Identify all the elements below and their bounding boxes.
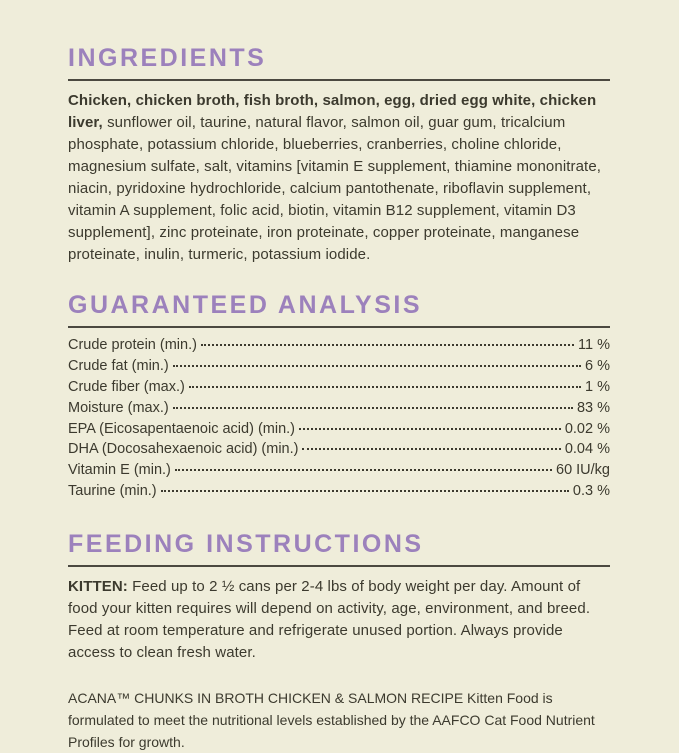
pet-food-label-panel: INGREDIENTS Chicken, chicken broth, fish…: [68, 44, 610, 751]
analysis-row-label: Crude protein (min.): [68, 337, 197, 353]
dot-leader: [200, 344, 575, 346]
dot-leader: [174, 469, 552, 472]
feeding-instructions-divider: [68, 565, 610, 568]
analysis-row-value: 1 %: [585, 378, 610, 395]
dot-leader: [160, 490, 569, 493]
analysis-row: Vitamin E (min.) 60 IU/kg: [68, 460, 610, 481]
dot-leader: [188, 385, 581, 388]
analysis-row-value: 0.04 %: [564, 441, 610, 458]
guaranteed-analysis-heading: GUARANTEED ANALYSIS: [68, 291, 423, 319]
analysis-row-value: 83 %: [576, 399, 610, 416]
ingredients-section: INGREDIENTS Chicken, chicken broth, fish…: [68, 44, 610, 266]
analysis-row: Crude protein (min.) 11 %: [68, 335, 610, 356]
feeding-instructions-text: KITTEN: Feed up to 2 ½ cans per 2-4 lbs …: [68, 576, 610, 664]
analysis-row-label: Moisture (max.): [68, 399, 169, 416]
analysis-row: Crude fiber (max.) 1 %: [68, 377, 610, 398]
analysis-row-value: 0.02 %: [564, 420, 610, 437]
analysis-row: DHA (Docosahexaenoic acid) (min.) 0.04 %: [68, 439, 610, 460]
analysis-row-label: Taurine (min.): [68, 483, 157, 500]
analysis-row-label: Crude fat (min.): [68, 357, 169, 374]
analysis-row-value: 11 %: [578, 337, 610, 353]
analysis-row: Crude fat (min.) 6 %: [68, 356, 610, 377]
analysis-row-label: EPA (Eicosapentaenoic acid) (min.): [68, 420, 296, 437]
analysis-row-label: Crude fiber (max.): [68, 378, 185, 395]
dot-leader: [299, 427, 561, 430]
analysis-row: Moisture (max.) 83 %: [68, 398, 610, 419]
analysis-row-label: DHA (Docosahexaenoic acid) (min.): [68, 441, 299, 458]
feeding-instructions-section: FEEDING INSTRUCTIONS KITTEN: Feed up to …: [68, 530, 610, 753]
dot-leader: [172, 364, 581, 367]
feeding-instructions-body: Feed up to 2 ½ cans per 2-4 lbs of body …: [68, 578, 591, 662]
dot-leader: [172, 406, 573, 409]
guaranteed-analysis-section: GUARANTEED ANALYSIS Crude protein (min.)…: [68, 291, 610, 502]
ingredients-heading: INGREDIENTS: [68, 44, 267, 72]
feeding-instructions-heading: FEEDING INSTRUCTIONS: [68, 530, 424, 559]
analysis-row-value: 0.3 %: [572, 483, 610, 500]
kitten-label: KITTEN:: [68, 578, 128, 596]
ingredients-secondary-list: sunflower oil, taurine, natural flavor, …: [68, 114, 602, 263]
analysis-row: EPA (Eicosapentaenoic acid) (min.) 0.02 %: [68, 419, 610, 440]
dot-leader: [302, 448, 561, 451]
analysis-row-value: 6 %: [585, 357, 610, 374]
ingredients-primary-list: Chicken, chicken broth, fish broth, salm…: [68, 92, 597, 131]
analysis-row-label: Vitamin E (min.): [68, 462, 171, 479]
guaranteed-analysis-table: Crude protein (min.) 11 % Crude fat (min.)…: [68, 335, 610, 502]
analysis-row-value: 60 IU/kg: [556, 462, 610, 479]
ingredients-text: Chicken, chicken broth, fish broth, salm…: [68, 90, 610, 266]
analysis-row: Taurine (min.) 0.3 %: [68, 481, 610, 502]
ingredients-divider: [68, 79, 610, 81]
guaranteed-analysis-divider: [68, 326, 610, 328]
aafco-statement: ACANA™ CHUNKS IN BROTH CHICKEN & SALMON …: [68, 690, 595, 751]
